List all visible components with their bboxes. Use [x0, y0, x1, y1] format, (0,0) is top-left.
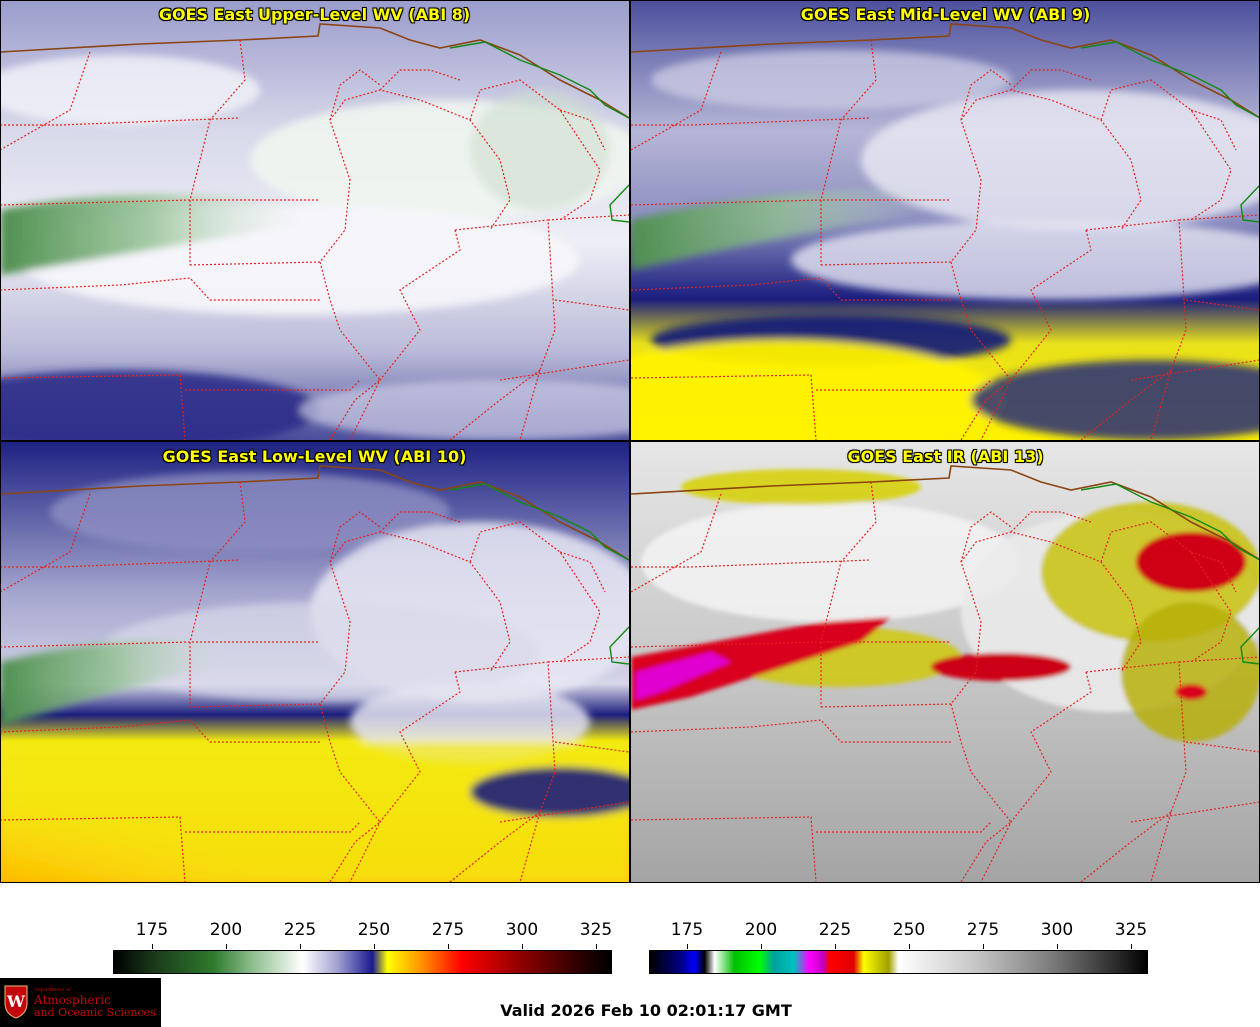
logo-dept-text: Department of [34, 987, 71, 993]
panel-title: GOES East Upper-Level WV (ABI 8) [158, 5, 471, 24]
tick-label: 300 [505, 920, 539, 940]
tick-label: 250 [892, 920, 926, 940]
low-level-wv-image [0, 442, 629, 882]
tick-mark [374, 944, 375, 949]
tick-mark [761, 944, 762, 949]
panel-title: GOES East Mid-Level WV (ABI 9) [800, 5, 1091, 24]
tick-mark [448, 944, 449, 949]
tick-label: 300 [1040, 920, 1074, 940]
wv-colorbar-scale [113, 950, 612, 974]
tick-label: 200 [209, 920, 243, 940]
tick-mark [687, 944, 688, 949]
panel-title: GOES East Low-Level WV (ABI 10) [162, 447, 467, 466]
tick-label: 275 [966, 920, 1000, 940]
mid-level-wv-image [631, 0, 1260, 440]
tick-label: 175 [670, 920, 704, 940]
panel-title: GOES East IR (ABI 13) [847, 447, 1044, 466]
valid-time-label: Valid 2026 Feb 10 02:01:17 GMT [500, 1001, 792, 1020]
tick-label: 200 [744, 920, 778, 940]
ir-image [631, 442, 1260, 882]
tick-mark [522, 944, 523, 949]
panel-low-level-wv: GOES East Low-Level WV (ABI 10) [0, 442, 629, 882]
tick-mark [1057, 944, 1058, 949]
ir-colorbar-scale [649, 950, 1148, 974]
tick-mark [300, 944, 301, 949]
tick-label: 225 [283, 920, 317, 940]
tick-mark [983, 944, 984, 949]
panel-divider-horizontal [0, 440, 1260, 442]
tick-mark [596, 944, 597, 949]
tick-label: 275 [431, 920, 465, 940]
uw-crest-icon: W [4, 985, 28, 1019]
logo-line1: Atmospheric [34, 993, 111, 1007]
panel-ir: GOES East IR (ABI 13) [631, 442, 1260, 882]
tick-mark [909, 944, 910, 949]
tick-label: 325 [1114, 920, 1148, 940]
logo-line2: and Oceanic Sciences [34, 1006, 156, 1019]
panel-upper-level-wv: GOES East Upper-Level WV (ABI 8) [0, 0, 629, 440]
panel-mid-level-wv: GOES East Mid-Level WV (ABI 9) [631, 0, 1260, 440]
tick-mark [835, 944, 836, 949]
tick-mark [226, 944, 227, 949]
tick-label: 175 [135, 920, 169, 940]
tick-label: 325 [579, 920, 613, 940]
tick-label: 250 [357, 920, 391, 940]
aos-logo[interactable]: W Department of Atmospheric and Oceanic … [0, 978, 161, 1027]
tick-mark [1131, 944, 1132, 949]
tick-mark [152, 944, 153, 949]
tick-label: 225 [818, 920, 852, 940]
svg-text:W: W [6, 992, 26, 1011]
upper-level-wv-image [0, 0, 629, 440]
